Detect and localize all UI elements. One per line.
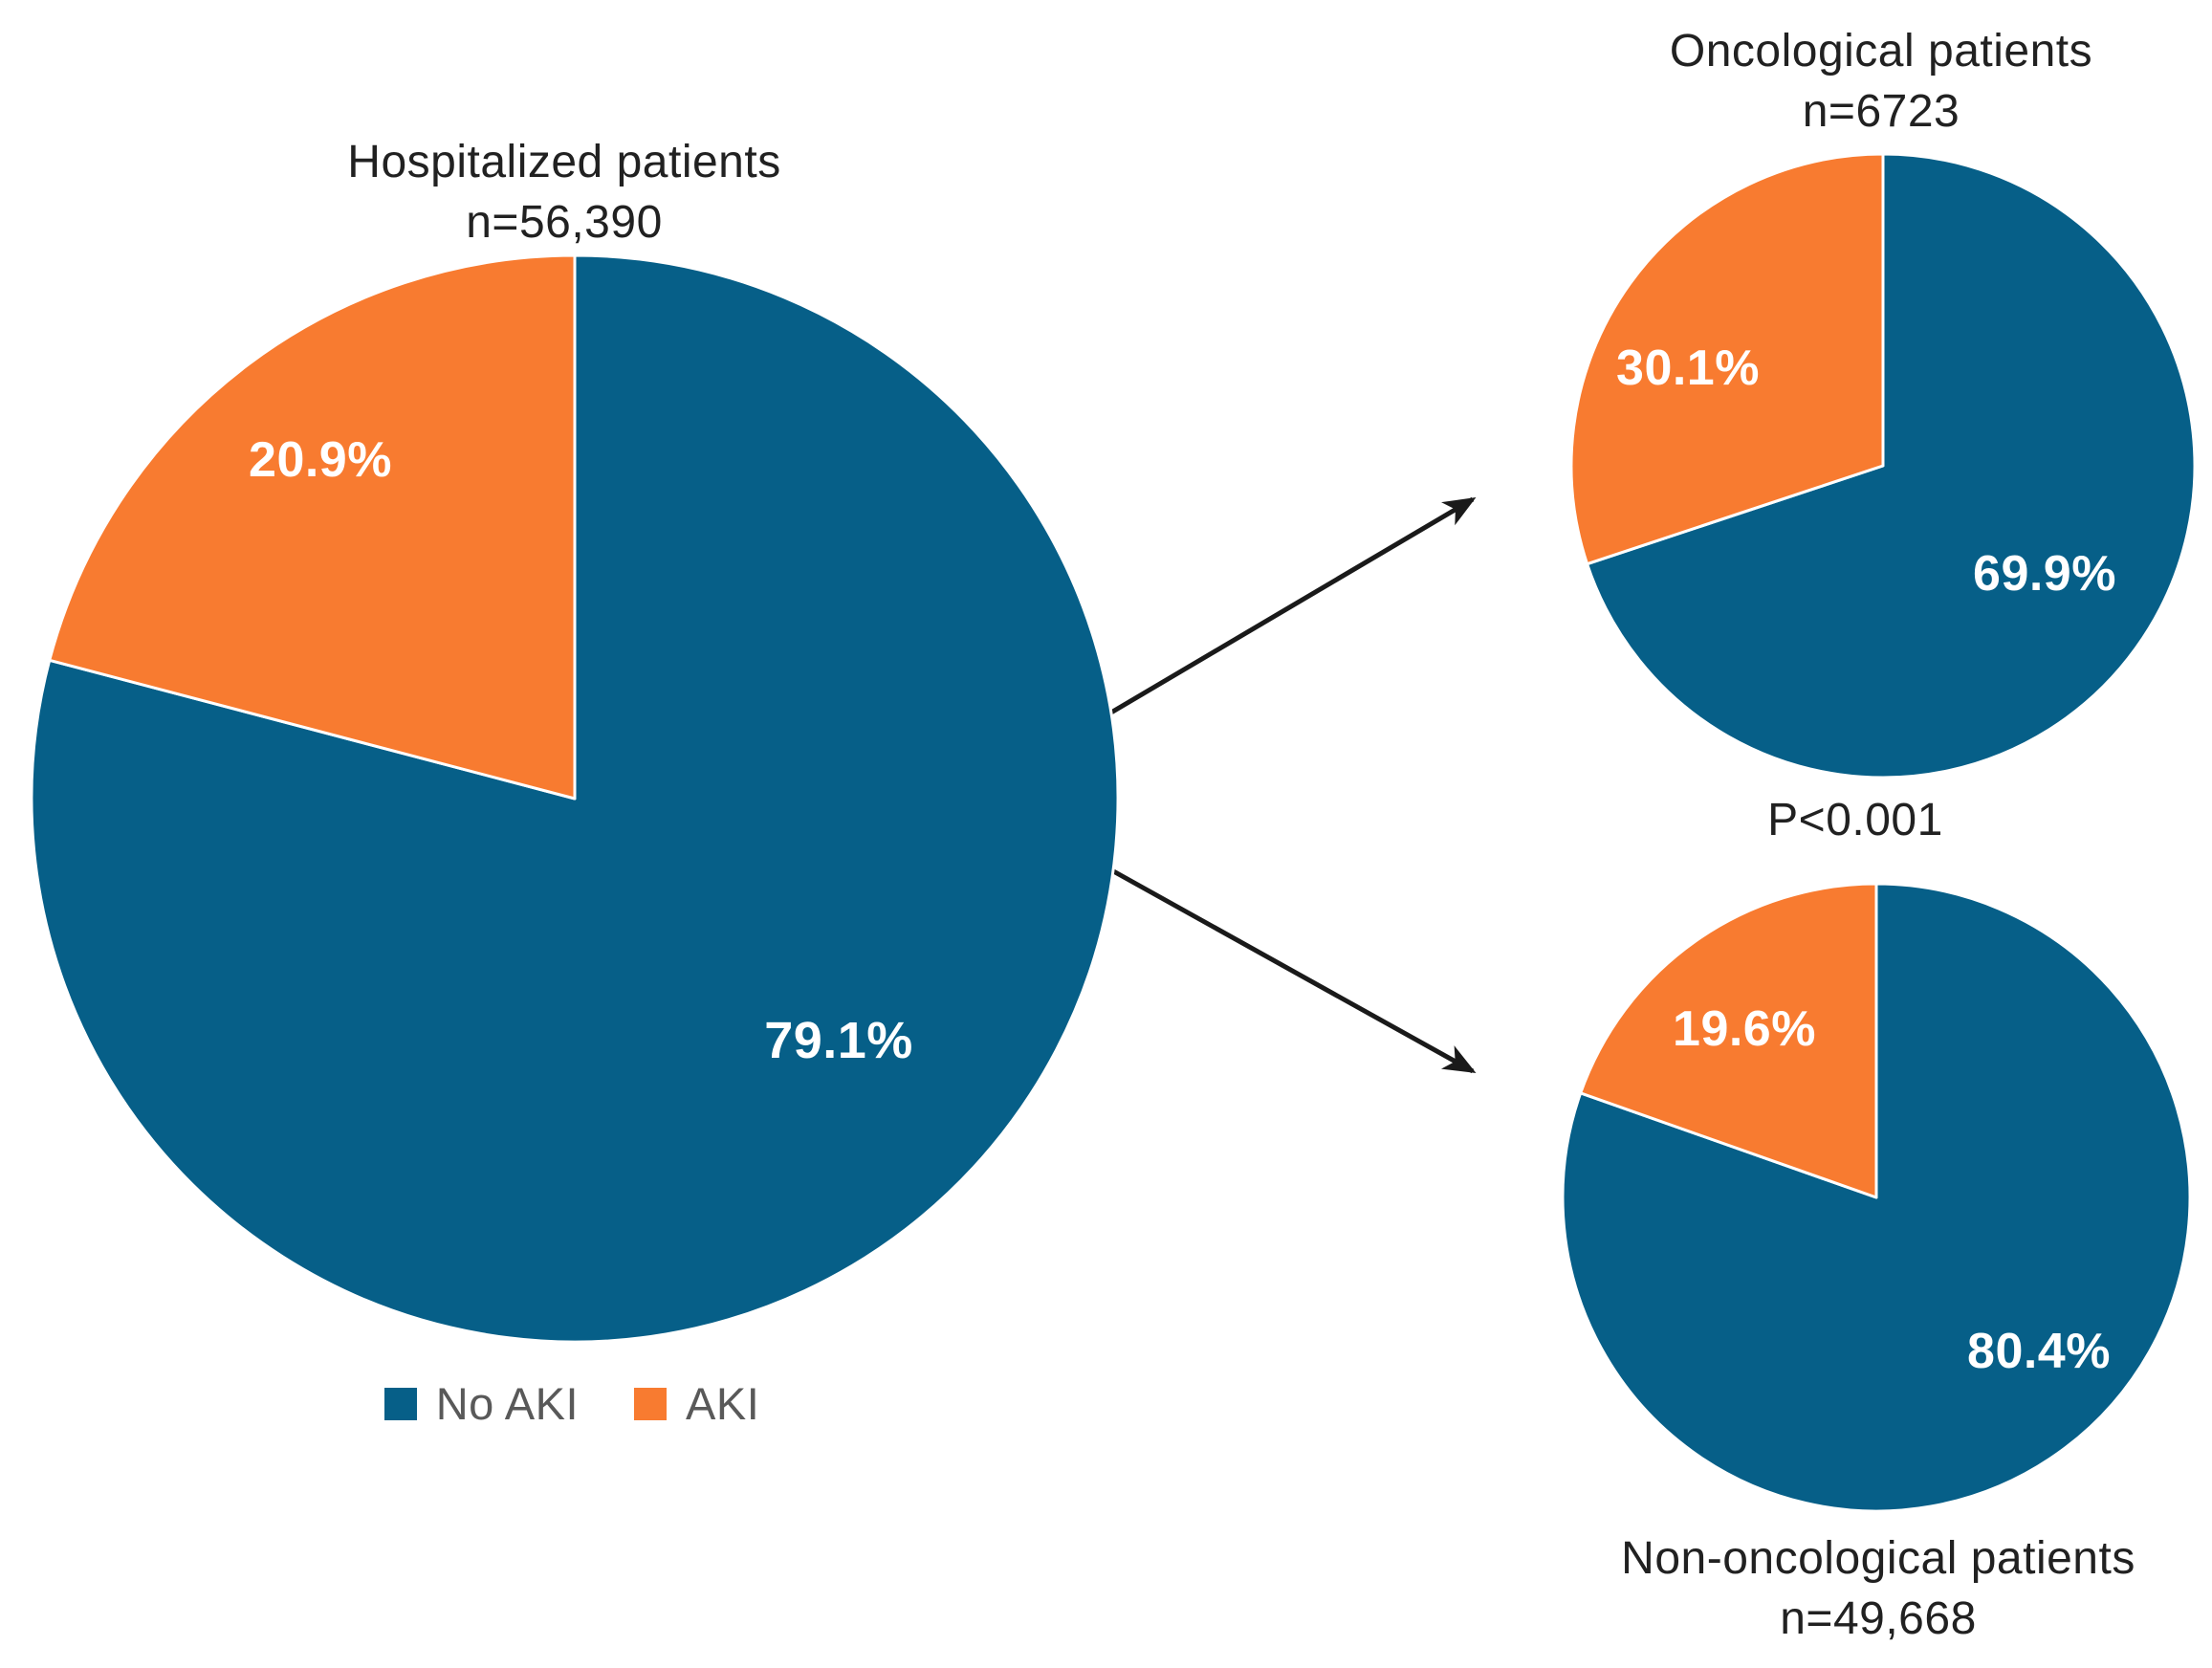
hospitalized-n-label: n=56,390: [466, 197, 663, 249]
non-oncological-pie: [1561, 882, 2192, 1513]
non-oncological-aki-pct-label: 19.6%: [1673, 1001, 1816, 1057]
arrow-to-non-oncological-icon: [1098, 861, 1477, 1074]
oncological-pie: [1569, 152, 2197, 779]
no-aki-legend-label: No AKI: [435, 1378, 580, 1429]
non-oncological-title-text: Non-oncological patients: [1621, 1533, 2135, 1584]
aki-legend-label: AKI: [686, 1378, 760, 1429]
oncological-title-text: Oncological patients: [1669, 26, 2093, 77]
non-oncological-noaki-pct-label: 80.4%: [1967, 1324, 2111, 1379]
oncological-noaki-pct-label: 69.9%: [1973, 546, 2116, 602]
hospitalized-title: Hospitalized patients n=56,390: [182, 132, 947, 253]
legend-item-no-aki: No AKI: [383, 1377, 580, 1430]
legend: No AKI AKI: [0, 1377, 1144, 1430]
aki-swatch-icon: [634, 1387, 668, 1420]
oncological-title: Oncological patients n=6723: [1546, 21, 2212, 143]
non-oncological-n-label: n=49,668: [1780, 1593, 1977, 1645]
slice-oncological-aki: [1569, 152, 1885, 566]
slice-oncological-no-aki: [1586, 152, 2197, 779]
slice-hospitalized-aki: [48, 253, 577, 801]
p-value-label: P<0.001: [1767, 795, 1943, 845]
oncological-aki-pct-label: 30.1%: [1616, 340, 1760, 396]
legend-item-aki: AKI: [634, 1377, 759, 1430]
slice-non_oncological-aki: [1579, 882, 1878, 1199]
hospitalized-aki-pct-label: 20.9%: [249, 432, 392, 488]
hospitalized-title-text: Hospitalized patients: [347, 137, 781, 187]
hospitalized-noaki-pct-label: 79.1%: [764, 1012, 913, 1069]
non-oncological-title: Non-oncological patients n=49,668: [1496, 1528, 2212, 1650]
hospitalized-pie: [30, 253, 1120, 1344]
no-aki-swatch-icon: [383, 1387, 417, 1420]
arrow-to-oncological-icon: [1098, 496, 1477, 722]
oncological-n-label: n=6723: [1802, 86, 1960, 138]
